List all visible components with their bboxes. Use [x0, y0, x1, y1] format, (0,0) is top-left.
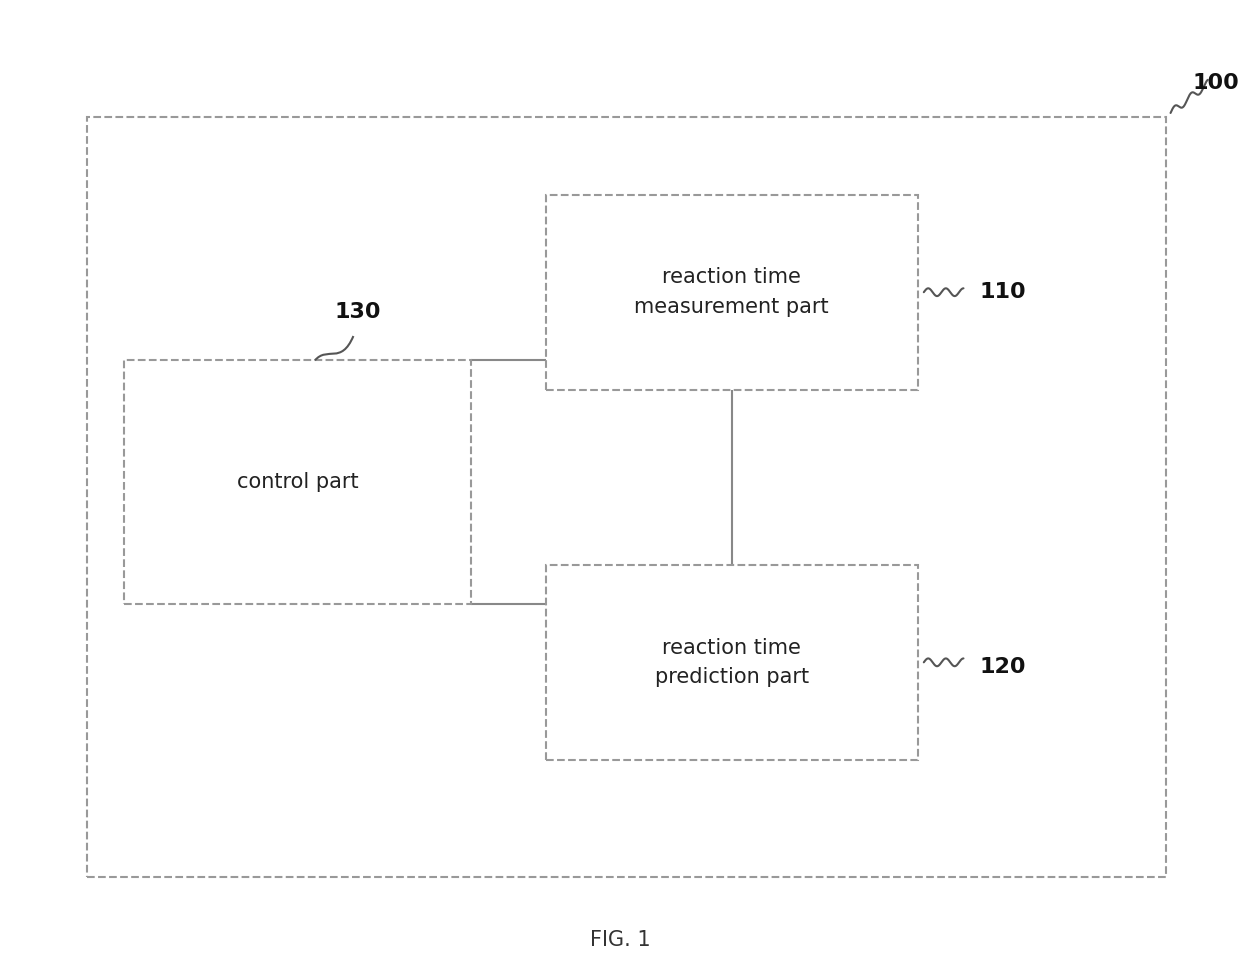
Text: 120: 120: [980, 657, 1025, 677]
Text: 110: 110: [980, 282, 1027, 302]
FancyBboxPatch shape: [546, 195, 918, 390]
Text: reaction time
measurement part: reaction time measurement part: [635, 268, 828, 317]
Text: reaction time
prediction part: reaction time prediction part: [655, 638, 808, 687]
FancyBboxPatch shape: [124, 360, 471, 604]
FancyBboxPatch shape: [546, 565, 918, 760]
FancyBboxPatch shape: [87, 117, 1166, 877]
Text: 130: 130: [335, 302, 382, 321]
Text: 100: 100: [1193, 73, 1240, 93]
Text: control part: control part: [237, 472, 358, 492]
Text: FIG. 1: FIG. 1: [590, 930, 650, 950]
